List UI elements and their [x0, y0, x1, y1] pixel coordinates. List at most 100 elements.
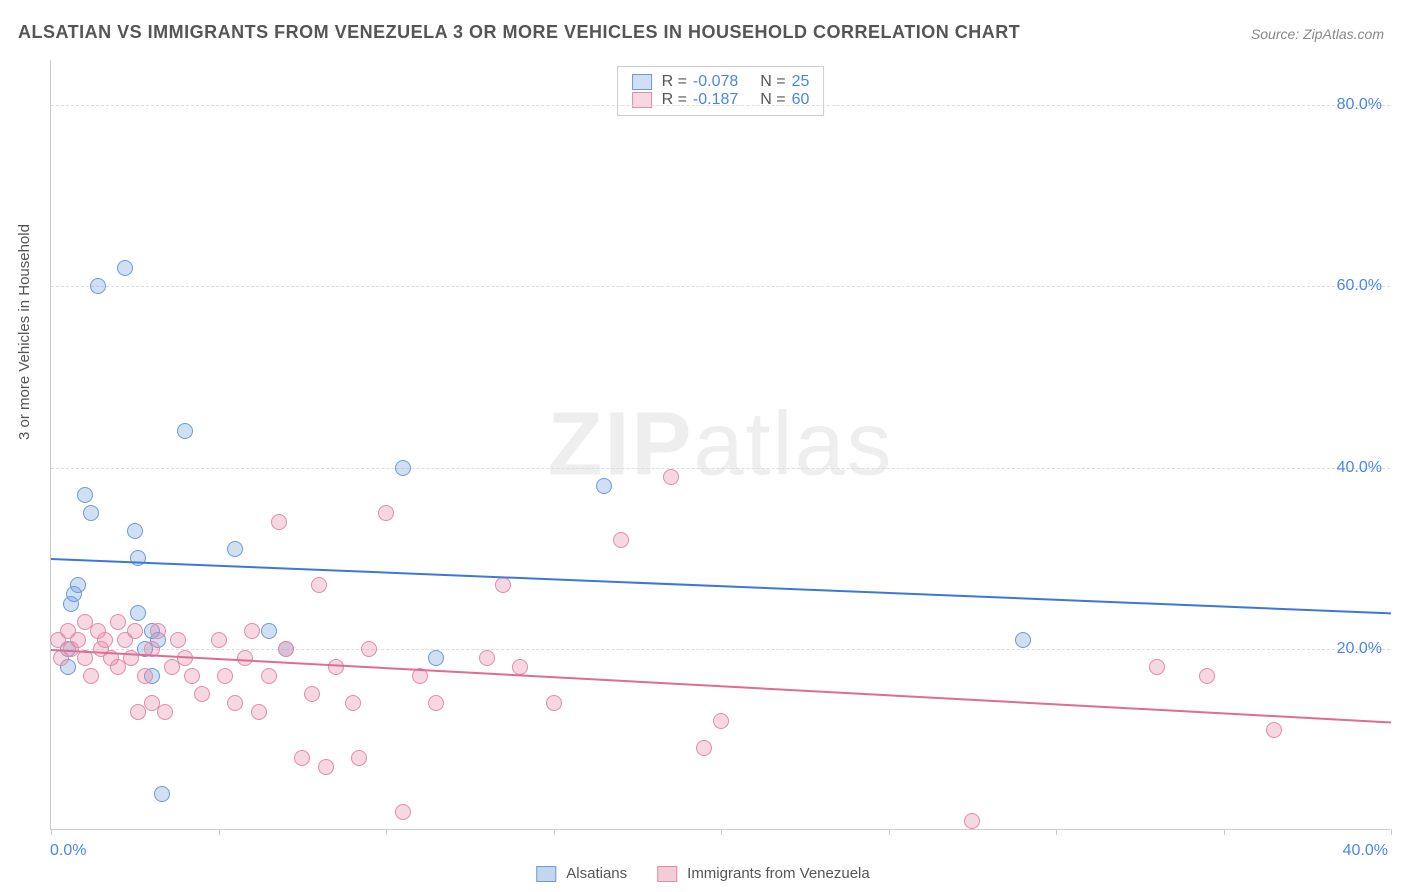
correlation-row: R = -0.187 N = 60 [632, 91, 810, 109]
scatter-point [244, 623, 260, 639]
scatter-point [345, 695, 361, 711]
scatter-point [311, 577, 327, 593]
y-tick-label: 80.0% [1337, 96, 1382, 114]
scatter-point [328, 659, 344, 675]
y-tick-label: 40.0% [1337, 459, 1382, 477]
scatter-point [227, 695, 243, 711]
scatter-point [361, 641, 377, 657]
correlation-row: R = -0.078N = 25 [632, 73, 810, 91]
plot-area: ZIPatlas R = -0.078N = 25R = -0.187N = 6… [50, 60, 1390, 830]
r-label: R = [662, 73, 687, 91]
x-tick [1056, 829, 1057, 835]
scatter-point [495, 577, 511, 593]
scatter-point [1015, 632, 1031, 648]
scatter-point [261, 668, 277, 684]
scatter-point [1199, 668, 1215, 684]
scatter-point [261, 623, 277, 639]
scatter-point [194, 686, 210, 702]
scatter-point [150, 623, 166, 639]
scatter-point [546, 695, 562, 711]
scatter-point [428, 650, 444, 666]
scatter-point [127, 623, 143, 639]
y-tick-label: 20.0% [1337, 640, 1382, 658]
n-label: N = [760, 91, 785, 109]
legend-swatch [632, 74, 652, 90]
scatter-point [97, 632, 113, 648]
scatter-point [378, 505, 394, 521]
gridline [51, 468, 1390, 469]
source-label: Source: ZipAtlas.com [1251, 26, 1384, 42]
n-value: 25 [792, 73, 810, 91]
x-tick [721, 829, 722, 835]
gridline [51, 105, 1390, 106]
x-tick [51, 829, 52, 835]
gridline [51, 649, 1390, 650]
x-axis-max-label: 40.0% [1343, 842, 1388, 860]
scatter-point [237, 650, 253, 666]
x-tick [386, 829, 387, 835]
scatter-point [83, 505, 99, 521]
scatter-point [613, 532, 629, 548]
correlation-legend: R = -0.078N = 25R = -0.187 N = 60 [617, 66, 825, 116]
scatter-point [70, 632, 86, 648]
scatter-point [1149, 659, 1165, 675]
scatter-point [117, 260, 133, 276]
n-label: N = [760, 73, 785, 91]
scatter-point [294, 750, 310, 766]
series-legend: Alsatians Immigrants from Venezuela [536, 865, 869, 882]
scatter-point [184, 668, 200, 684]
scatter-point [77, 487, 93, 503]
scatter-point [1266, 722, 1282, 738]
scatter-point [964, 813, 980, 829]
scatter-point [130, 550, 146, 566]
scatter-point [512, 659, 528, 675]
scatter-point [428, 695, 444, 711]
scatter-point [90, 278, 106, 294]
scatter-point [395, 804, 411, 820]
legend-item: Alsatians [536, 865, 627, 882]
scatter-point [663, 469, 679, 485]
r-label: R = [662, 91, 687, 109]
n-value: 60 [792, 91, 810, 109]
x-tick [1391, 829, 1392, 835]
scatter-point [696, 740, 712, 756]
y-axis-title: 3 or more Vehicles in Household [16, 224, 33, 440]
scatter-point [110, 614, 126, 630]
scatter-point [395, 460, 411, 476]
legend-swatch [536, 866, 556, 882]
scatter-point [211, 632, 227, 648]
scatter-point [351, 750, 367, 766]
legend-label: Immigrants from Venezuela [687, 865, 870, 882]
gridline [51, 286, 1390, 287]
y-tick-label: 60.0% [1337, 277, 1382, 295]
scatter-point [137, 668, 153, 684]
legend-label: Alsatians [566, 865, 627, 882]
scatter-point [596, 478, 612, 494]
legend-item: Immigrants from Venezuela [657, 865, 870, 882]
scatter-point [127, 523, 143, 539]
scatter-point [177, 423, 193, 439]
scatter-point [157, 704, 173, 720]
x-axis-min-label: 0.0% [50, 842, 86, 860]
scatter-point [227, 541, 243, 557]
scatter-point [479, 650, 495, 666]
x-tick [219, 829, 220, 835]
scatter-point [130, 605, 146, 621]
scatter-point [251, 704, 267, 720]
scatter-point [170, 632, 186, 648]
scatter-point [217, 668, 233, 684]
scatter-point [271, 514, 287, 530]
scatter-point [154, 786, 170, 802]
trend-line [51, 558, 1391, 614]
r-value: -0.187 [693, 91, 738, 109]
x-tick [889, 829, 890, 835]
scatter-point [83, 668, 99, 684]
scatter-point [70, 577, 86, 593]
x-tick [554, 829, 555, 835]
scatter-point [278, 641, 294, 657]
scatter-point [318, 759, 334, 775]
chart-title: ALSATIAN VS IMMIGRANTS FROM VENEZUELA 3 … [18, 22, 1020, 43]
legend-swatch [657, 866, 677, 882]
scatter-point [304, 686, 320, 702]
x-tick [1224, 829, 1225, 835]
